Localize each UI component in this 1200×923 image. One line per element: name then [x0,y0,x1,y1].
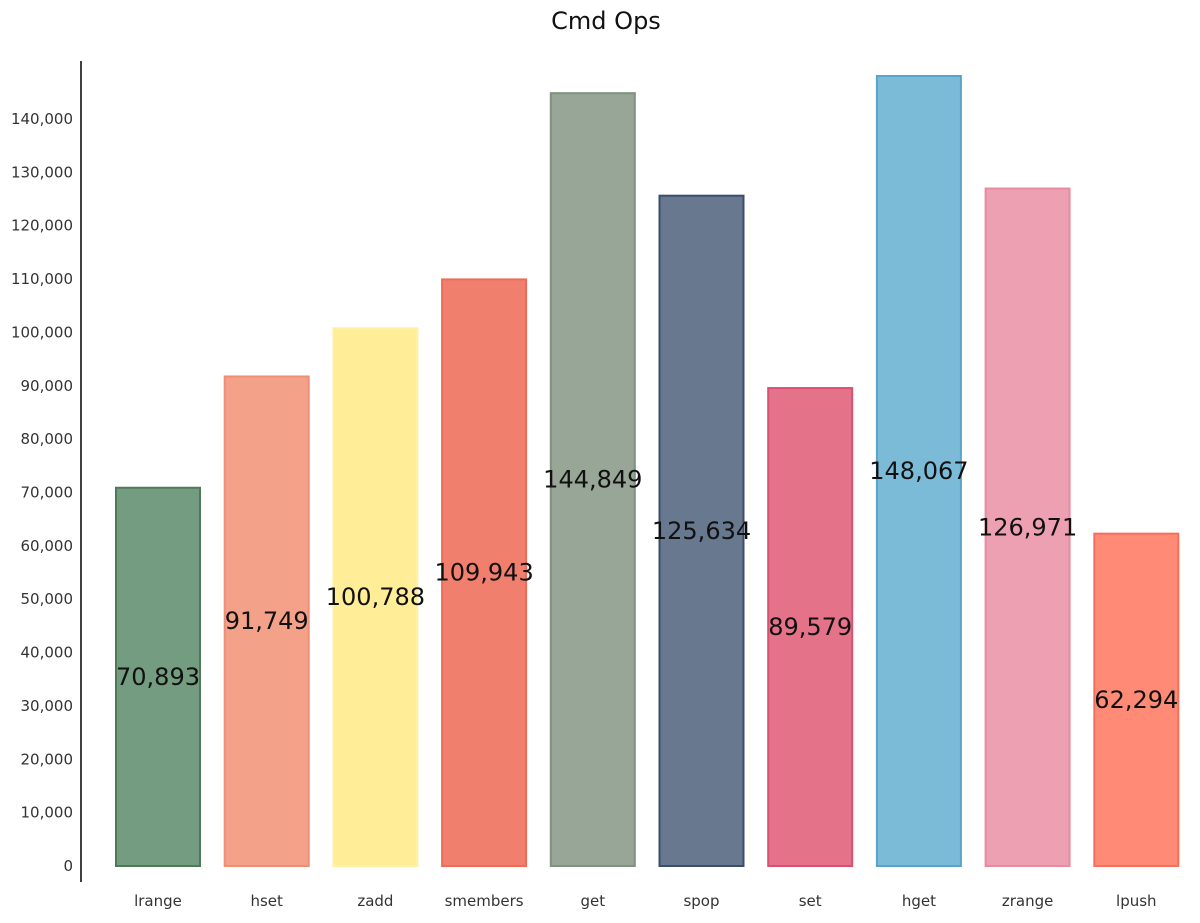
data-label-get: 144,849 [543,466,642,494]
data-label-lpush: 62,294 [1094,686,1178,714]
x-tick-label-smembers: smembers [445,892,524,910]
x-tick-label-lpush: lpush [1116,892,1157,910]
x-tick-label-set: set [799,892,822,910]
bar-lrange [115,486,201,867]
data-label-zadd: 100,788 [326,583,425,611]
x-tick-label-hset: hset [250,892,283,910]
bar-smembers [441,278,528,867]
bar-hget [875,75,962,867]
y-tick-label: 130,000 [11,163,73,181]
bar-lpush [1093,532,1180,867]
y-tick-label: 100,000 [11,323,73,341]
bar-set [767,387,854,867]
y-axis-ticks: 0 10,000 20,000 30,000 40,000 50,000 60,000 70,… [11,110,73,875]
bar-zadd [332,327,419,868]
y-tick-label: 120,000 [11,217,73,235]
x-tick-label-spop: spop [683,892,719,910]
y-tick-label: 10,000 [21,804,74,822]
y-tick-label: 60,000 [21,537,74,555]
y-tick-label: 140,000 [11,110,73,128]
data-label-spop: 125,634 [652,517,751,545]
x-tick-label-hget: hget [902,892,936,910]
data-labels-group: 70,893 91,749 100,788 109,943 144,849 125,634… [116,457,1178,714]
bar-get [549,92,636,868]
y-tick-label: 20,000 [21,750,74,768]
y-tick-label: 50,000 [21,590,74,608]
data-label-smembers: 109,943 [434,559,533,587]
data-label-hget: 148,067 [869,457,968,485]
data-label-set: 89,579 [768,613,852,641]
data-label-hset: 91,749 [225,607,309,635]
y-tick-label: 110,000 [11,270,73,288]
data-label-zrange: 126,971 [978,513,1077,541]
bar-spop [658,194,745,868]
bars-group [115,75,1180,868]
bar-zrange [984,187,1071,867]
bar-hset [223,375,310,867]
y-tick-label: 0 [63,857,73,875]
y-tick-label: 30,000 [21,697,74,715]
y-tick-label: 90,000 [21,377,74,395]
chart-title: Cmd Ops [551,7,661,35]
y-tick-label: 80,000 [21,430,74,448]
x-tick-label-zrange: zrange [1002,892,1054,910]
x-tick-label-zadd: zadd [357,892,393,910]
data-label-lrange: 70,893 [116,663,200,691]
x-tick-label-get: get [580,892,605,910]
x-axis-labels: lrange hset zadd smembers get spop set hget zran… [134,892,1156,910]
x-tick-label-lrange: lrange [134,892,182,910]
y-tick-label: 70,000 [21,484,74,502]
y-tick-label: 40,000 [21,644,74,662]
